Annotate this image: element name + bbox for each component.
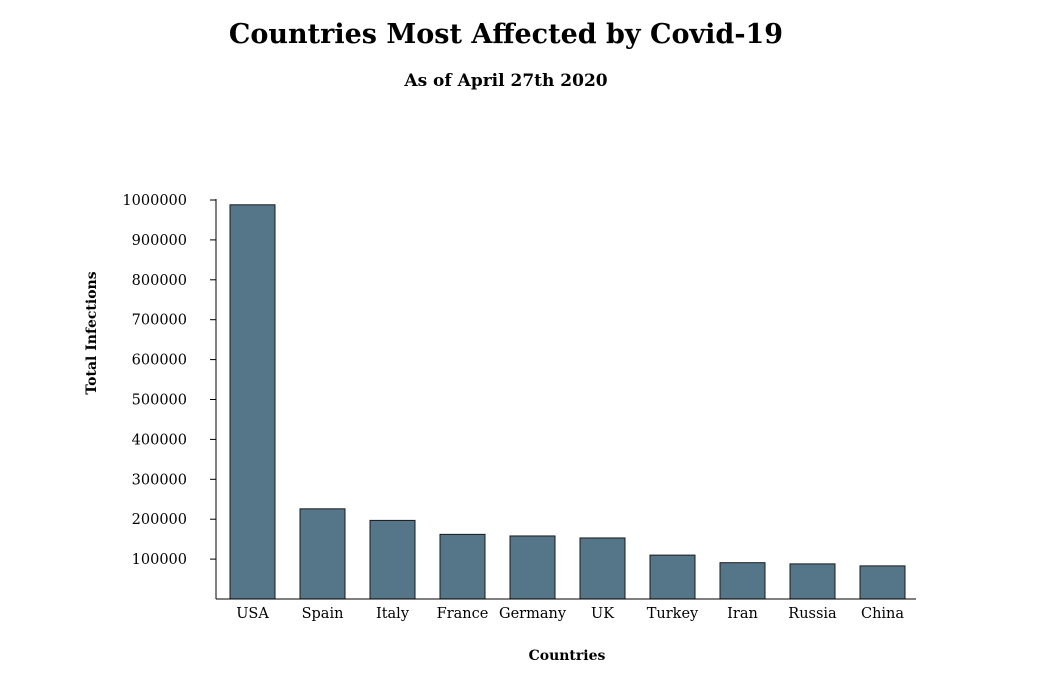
chart-title: Countries Most Affected by Covid-19 — [229, 19, 783, 50]
bar-russia — [789, 563, 836, 600]
bar-turkey — [649, 554, 696, 600]
y-tick-label: 500000 — [132, 393, 187, 409]
x-tick-label: Turkey — [647, 606, 699, 622]
chart-subtitle: As of April 27th 2020 — [403, 71, 607, 91]
y-tick-label: 900000 — [132, 233, 187, 249]
x-tick-label: France — [437, 606, 489, 622]
y-axis-title: Total Infections — [84, 271, 100, 394]
bar-uk — [579, 537, 626, 600]
x-tick-label: Iran — [727, 606, 758, 622]
bar-italy — [369, 519, 416, 600]
y-tick-label: 300000 — [132, 472, 187, 488]
x-tick-label: China — [861, 606, 904, 622]
x-tick-label: Germany — [499, 606, 567, 622]
x-tick-label: Russia — [788, 606, 837, 622]
x-tick-label: Italy — [376, 606, 410, 622]
x-tick-label: USA — [236, 606, 269, 622]
bar-germany — [509, 535, 556, 600]
bar-china — [859, 565, 906, 600]
plot-area: 100000 200000 300000 400000 500000 600000 7000… — [122, 193, 916, 622]
bar-france — [439, 533, 486, 600]
y-tick-label: 1000000 — [122, 193, 187, 209]
y-tick-label: 600000 — [132, 353, 187, 369]
x-tick-label: Spain — [302, 606, 344, 622]
bar-spain — [299, 508, 346, 600]
y-tick-label: 100000 — [132, 552, 187, 568]
y-tick-label: 400000 — [132, 432, 187, 448]
y-tick-label: 700000 — [132, 313, 187, 329]
bar-usa — [229, 204, 276, 600]
x-axis-title: Countries — [529, 648, 606, 664]
y-tick-label: 200000 — [132, 512, 187, 528]
bar-iran — [719, 562, 766, 600]
y-tick-label: 800000 — [132, 273, 187, 289]
x-tick-label: UK — [591, 606, 615, 622]
